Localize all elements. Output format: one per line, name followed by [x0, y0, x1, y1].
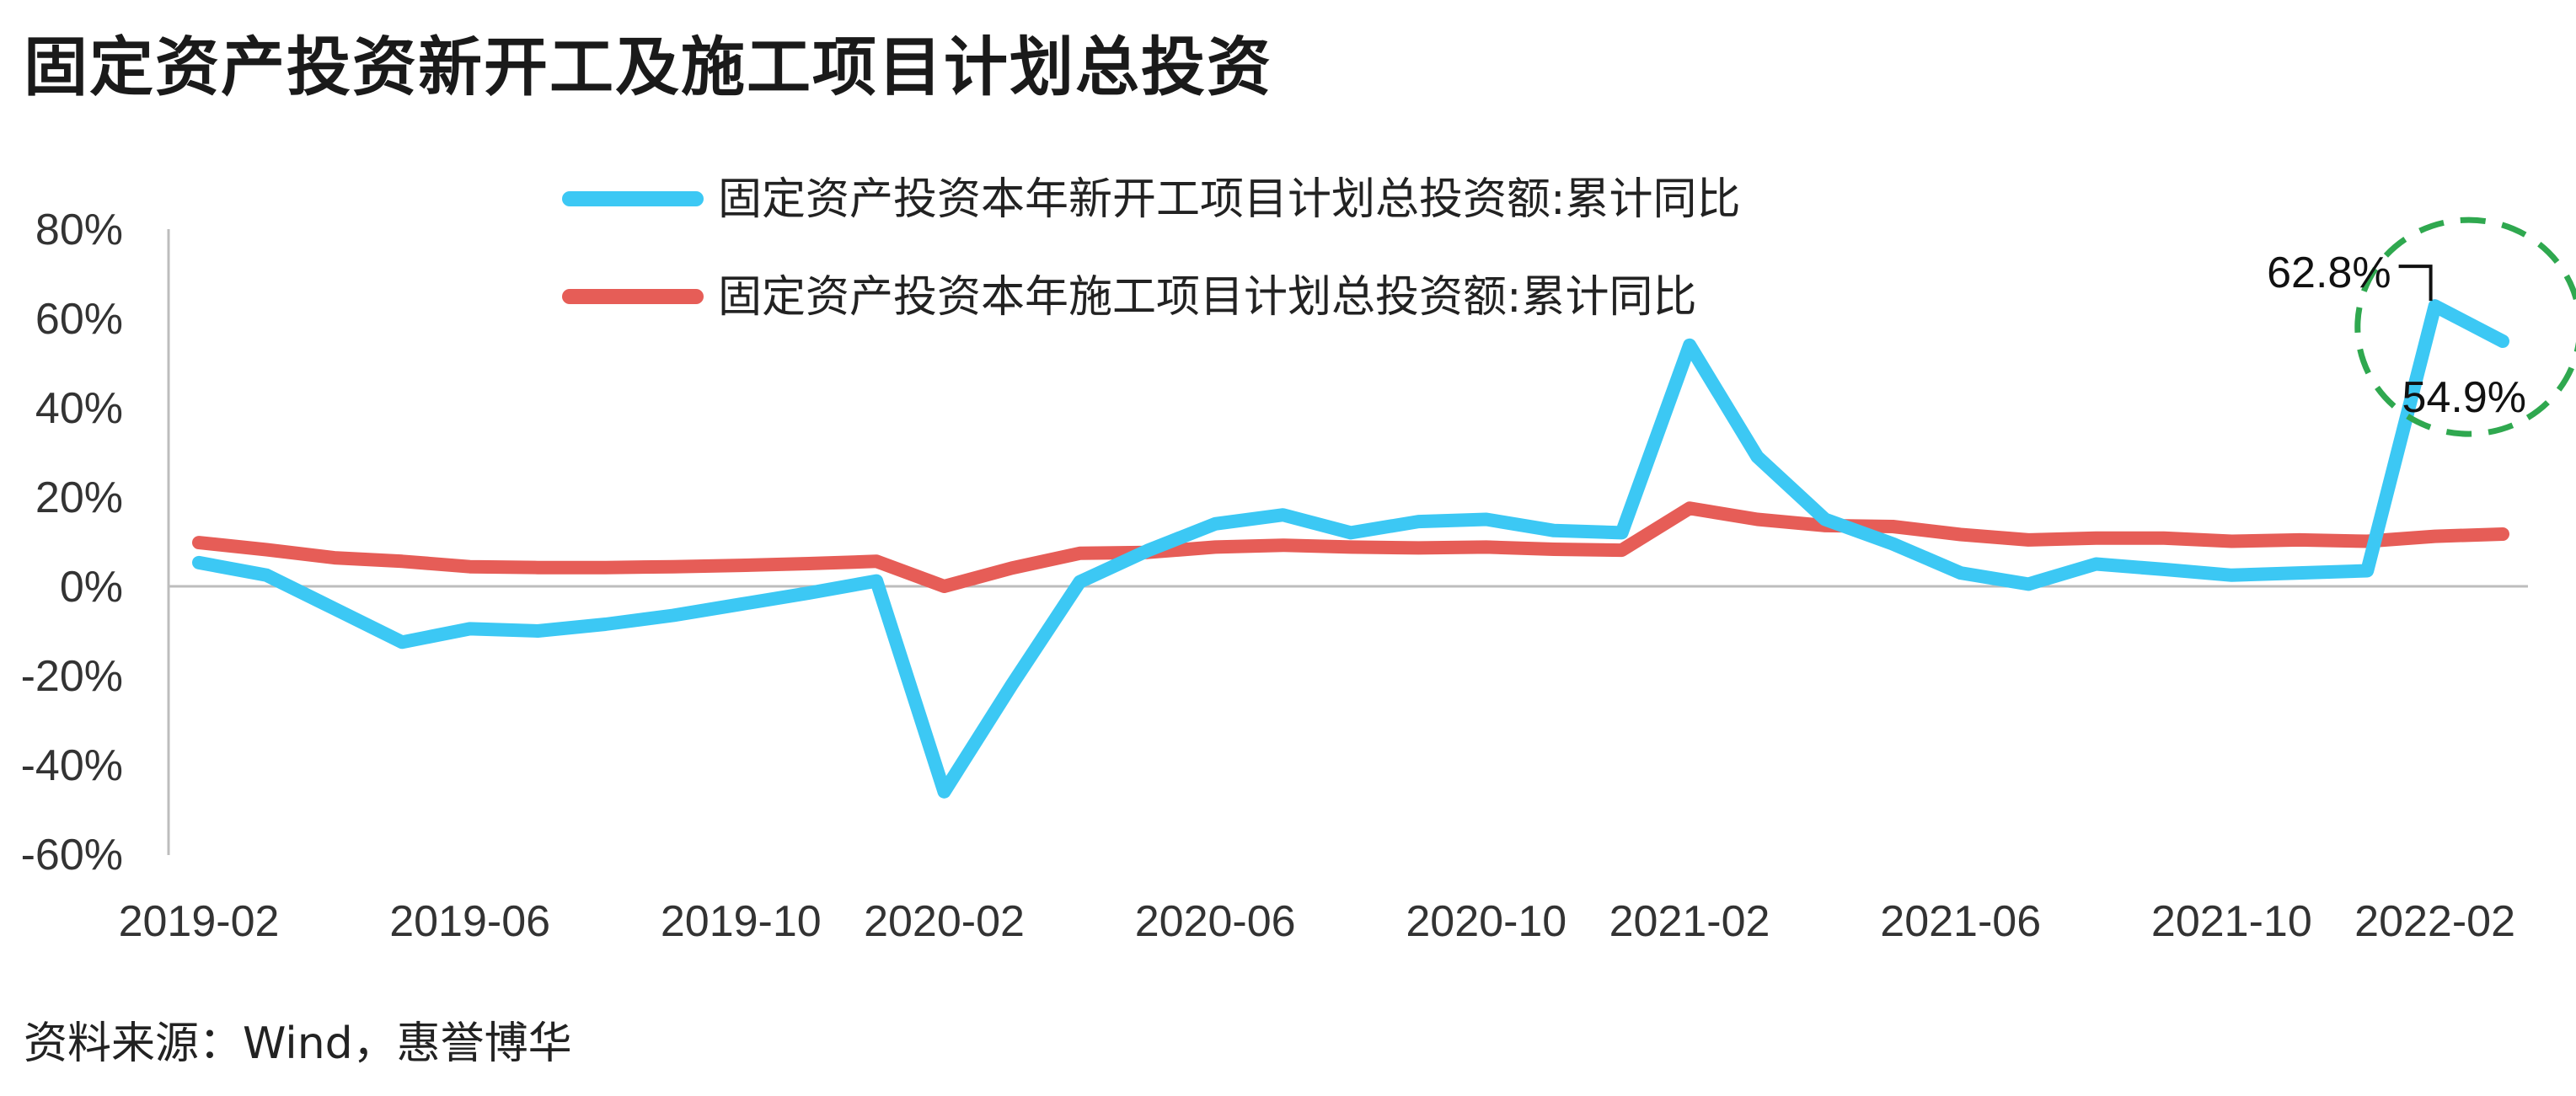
source-note: 资料来源：Wind，惠誉博华 [24, 1018, 572, 1069]
x-tick-label: 2020-10 [1406, 897, 1566, 946]
y-tick-label: -60% [21, 831, 123, 879]
chart-title: 固定资产投资新开工及施工项目计划总投资 [24, 29, 1272, 104]
y-tick-label: -40% [21, 741, 123, 790]
annotation-leader-line [2398, 265, 2433, 302]
x-tick-label: 2021-10 [2151, 897, 2312, 946]
series-line-ongoing [192, 501, 2509, 593]
annotation-peak-value: 62.8% [2267, 249, 2391, 297]
x-tick-label: 2019-06 [389, 897, 550, 946]
x-tick-label: 2020-02 [864, 897, 1025, 946]
x-axis-ticks: 2019-02 2019-06 2019-10 2020-02 2020-06 2020-… [119, 897, 2515, 946]
y-tick-label: -20% [21, 652, 123, 701]
x-tick-label: 2019-02 [119, 897, 280, 946]
x-tick-label: 2020-06 [1135, 897, 1296, 946]
series-line-new-start [192, 299, 2509, 799]
x-tick-label: 2021-06 [1880, 897, 2041, 946]
y-tick-label: 80% [35, 206, 123, 254]
y-axis-ticks: 80% 60% 40% 20% 0% -20% -40% -60% [21, 206, 123, 879]
annotation-latest-value: 54.9% [2402, 373, 2526, 422]
x-tick-label: 2021-02 [1609, 897, 1770, 946]
y-tick-label: 0% [60, 563, 123, 612]
legend-label-new-start: 固定资产投资本年新开工项目计划总投资额:累计同比 [718, 174, 1741, 225]
y-tick-label: 60% [35, 295, 123, 344]
y-tick-label: 20% [35, 473, 123, 522]
legend-label-ongoing: 固定资产投资本年施工项目计划总投资额:累计同比 [718, 272, 1697, 323]
highlight-annotations: 62.8% 54.9% [2267, 217, 2576, 437]
legend: 固定资产投资本年新开工项目计划总投资额:累计同比 固定资产投资本年施工项目计划总… [562, 174, 1741, 323]
highlight-circle [2354, 217, 2576, 437]
x-tick-label: 2019-10 [661, 897, 822, 946]
y-tick-label: 40% [35, 384, 123, 433]
x-tick-label: 2022-02 [2354, 897, 2515, 946]
series-lines [192, 299, 2509, 799]
